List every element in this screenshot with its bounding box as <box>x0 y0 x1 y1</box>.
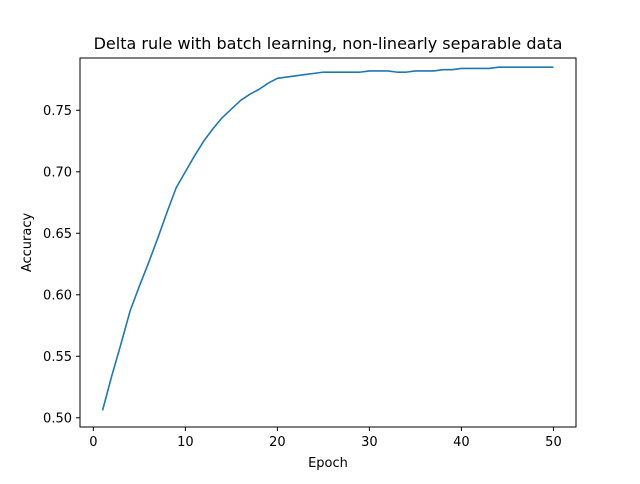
plot-frame <box>79 57 577 428</box>
y-tick-label: 0.60 <box>43 288 72 303</box>
y-tick-label: 0.65 <box>43 227 72 242</box>
series-line-0 <box>101 66 554 411</box>
y-tick-label: 0.75 <box>43 104 72 119</box>
chart-title: Delta rule with batch learning, non-line… <box>94 34 563 53</box>
series-layer <box>101 66 554 411</box>
x-tick-label: 30 <box>361 435 378 450</box>
x-tick-label: 20 <box>269 435 286 450</box>
x-axis-ticks: 0 10 20 30 40 50 <box>89 427 562 450</box>
x-tick-label: 40 <box>453 435 470 450</box>
plot-area <box>80 58 576 427</box>
y-tick-label: 0.50 <box>43 411 72 426</box>
x-axis-label: Epoch <box>308 456 348 471</box>
y-tick-label: 0.70 <box>43 165 72 180</box>
y-tick-label: 0.55 <box>43 350 72 365</box>
y-axis-ticks: 0.50 0.55 0.60 0.65 0.70 0.75 <box>43 104 80 426</box>
y-axis-label: Accuracy <box>20 213 35 273</box>
x-tick-label: 10 <box>177 435 194 450</box>
x-tick-label: 50 <box>545 435 562 450</box>
x-tick-label: 0 <box>89 435 97 450</box>
